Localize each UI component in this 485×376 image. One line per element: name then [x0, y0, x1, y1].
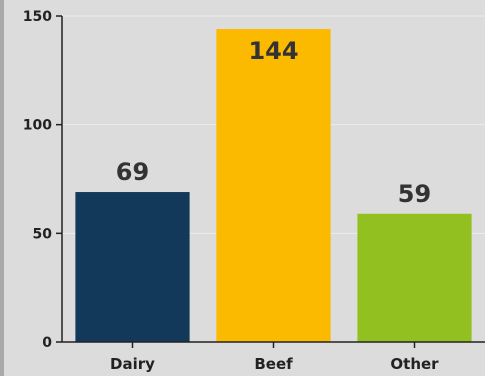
y-tick-label: 0	[42, 335, 52, 351]
data-label: 144	[248, 37, 298, 65]
bars	[75, 29, 472, 342]
y-axis: 0 50 100 150	[23, 9, 63, 351]
category-label: Dairy	[110, 355, 155, 373]
bar-dairy	[75, 192, 190, 342]
category-label: Beef	[254, 355, 293, 373]
data-labels: 69 144 59	[116, 37, 431, 208]
y-tick-label: 50	[33, 226, 53, 242]
y-tick-label: 100	[23, 118, 52, 134]
data-label: 69	[116, 158, 149, 186]
bar-beef	[216, 29, 331, 342]
x-axis: Dairy Beef Other	[62, 341, 485, 373]
y-tick-label: 150	[23, 9, 52, 25]
category-label: Other	[390, 355, 439, 373]
bar-other	[357, 213, 472, 342]
data-label: 59	[398, 180, 431, 208]
left-edge-strip	[0, 0, 4, 376]
